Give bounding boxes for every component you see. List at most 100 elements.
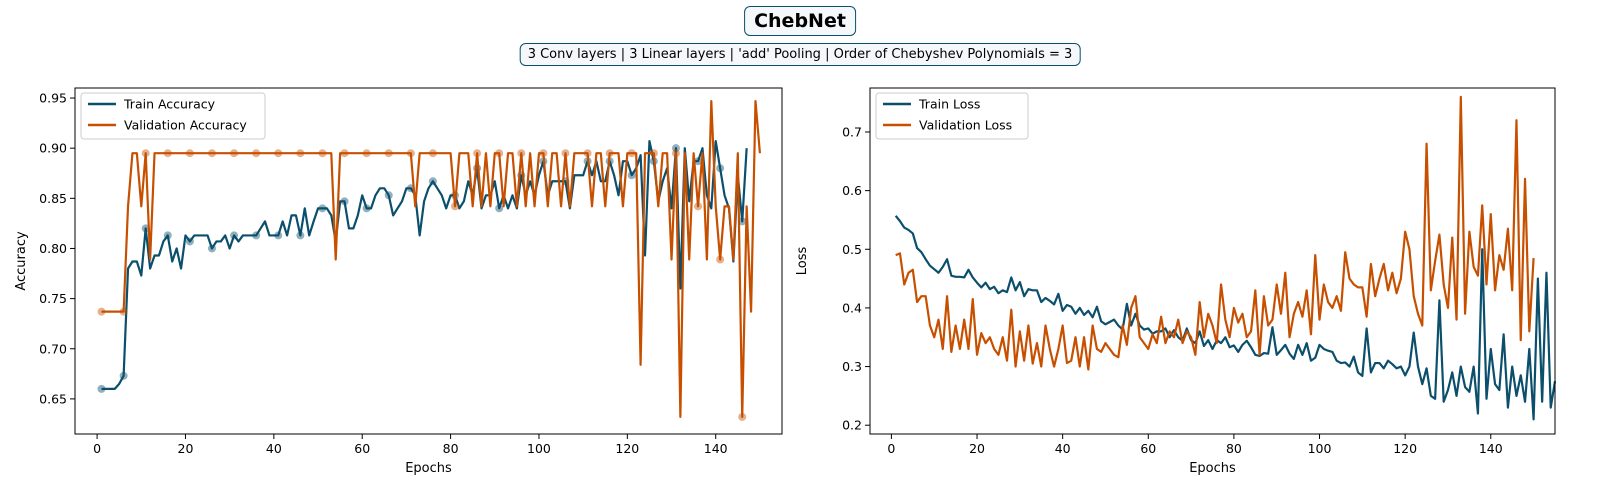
x-tick-label: 0 [93,441,101,456]
data-point [384,149,393,158]
data-point [428,149,437,158]
chart-title: ChebNet [754,10,846,32]
data-point [318,149,327,158]
axes-frame [869,87,1556,435]
data-point [296,231,305,240]
y-tick-label: 0.4 [842,300,862,315]
x-tick-label: 100 [1308,441,1332,456]
data-point [141,149,150,158]
y-tick-label: 0.65 [39,391,67,406]
y-tick-label: 0.2 [842,418,862,433]
data-point [163,149,172,158]
x-tick-label: 60 [1140,441,1156,456]
data-point [318,204,327,213]
data-point [716,255,725,264]
x-tick-label: 80 [1226,441,1242,456]
chart-subtitle: 3 Conv layers | 3 Linear layers | 'add' … [527,47,1073,62]
data-point [185,237,194,246]
data-point [406,149,415,158]
data-point [473,149,482,158]
series-line-1-1 [101,140,748,390]
legend-box [80,92,266,140]
data-point [230,149,239,158]
data-point [694,157,703,166]
y-tick-label: 0.85 [39,191,67,206]
x-tick-label: 80 [443,441,459,456]
data-point [340,149,349,158]
x-axis-label: Epochs [1189,461,1236,476]
x-tick-label: 40 [266,441,282,456]
data-point [716,164,725,173]
x-tick-label: 60 [354,441,370,456]
data-point [207,149,216,158]
x-tick-label: 140 [704,441,728,456]
x-tick-label: 100 [527,441,551,456]
x-tick-label: 40 [1055,441,1071,456]
x-tick-label: 20 [178,441,194,456]
legend: Train Accuracy Validation Accuracy [80,92,266,140]
data-point [274,231,283,240]
plot-panel-1: 0 20 40 60 80 100 120 140 0.65 0.70 0.75 0.80 0.85 0.… [14,87,783,476]
data-point [340,197,349,206]
data-point [119,371,128,380]
y-tick-label: 0.95 [39,91,67,106]
chart-subtitle-box: 3 Conv layers | 3 Linear layers | 'add' … [519,43,1081,66]
data-point [627,171,636,180]
x-tick-label: 120 [615,441,639,456]
x-tick-label: 140 [1479,441,1503,456]
y-tick-label: 0.80 [39,241,67,256]
data-point [97,307,106,316]
x-axis-label: Epochs [405,461,452,476]
data-point [185,149,194,158]
x-tick-label: 0 [887,441,895,456]
y-tick-label: 0.75 [39,291,67,306]
chart-title-box: ChebNet [744,6,856,36]
data-point [119,307,128,316]
data-point [252,231,261,240]
legend-label: Train Accuracy [123,97,216,112]
legend-label: Validation Accuracy [124,118,247,133]
data-point [561,149,570,158]
y-tick-label: 0.70 [39,341,67,356]
series-line-2-1 [894,215,1557,421]
data-point [649,149,658,158]
data-point [495,204,504,213]
axes-frame [74,87,783,435]
data-point [384,191,393,200]
series-line-1-2 [101,99,762,419]
legend-label: Train Loss [918,97,980,112]
data-point [583,149,592,158]
y-tick-label: 0.6 [842,183,862,198]
data-point [230,231,239,240]
legend: Train Loss Validation Loss [875,92,1029,140]
data-point [274,149,283,158]
plot-panel-2: 0 20 40 60 80 100 120 140 0.2 0.3 0.4 0.5 0.6 0.7 Epoc… [795,87,1557,476]
series-line-2-2 [895,95,1535,371]
y-tick-label: 0.3 [842,359,862,374]
data-point [296,149,305,158]
y-axis-label: Loss [795,247,810,276]
data-point [428,177,437,186]
y-tick-label: 0.90 [39,141,67,156]
data-point [163,231,172,240]
data-point [252,149,261,158]
data-point [362,204,371,213]
data-point [694,202,703,211]
data-point [738,412,747,421]
data-point [495,149,504,158]
data-point [97,384,106,393]
data-point [671,144,680,153]
data-point [207,244,216,253]
data-point [738,217,747,226]
y-tick-label: 0.7 [842,124,862,139]
data-point [605,149,614,158]
y-axis-label: Accuracy [14,231,29,291]
data-point [671,149,680,158]
data-point [517,149,526,158]
data-point [451,202,460,211]
legend-label: Validation Loss [919,118,1012,133]
x-tick-label: 120 [1393,441,1417,456]
x-tick-label: 20 [969,441,985,456]
legend-box [875,92,1029,140]
